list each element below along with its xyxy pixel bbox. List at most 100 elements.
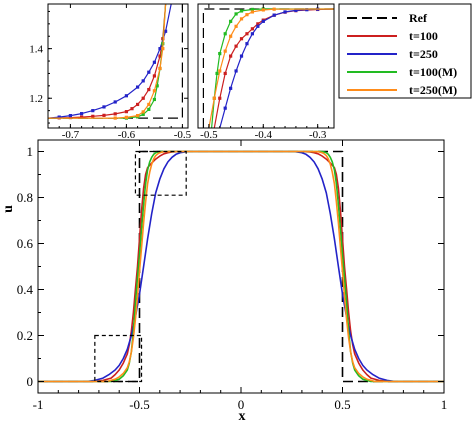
inset-plot-left: -0.7 -0.6 -0.5 1.2 1.4 (29, 3, 192, 141)
plot-frame (37, 139, 445, 394)
series-line-t=250(M) (48, 4, 167, 119)
series-layer (202, 7, 334, 128)
data-point-t=250(M) (141, 110, 145, 114)
series-line-Ref (38, 150, 444, 383)
data-point-t=100 (239, 37, 244, 41)
data-point-t=250 (91, 109, 95, 113)
series-line-t=100(M) (211, 8, 334, 128)
y-tick-label: 0.6 (17, 236, 34, 251)
data-point-t=250 (245, 42, 249, 46)
legend-label: t=250 (409, 47, 438, 61)
data-point-t=100(M) (234, 12, 238, 16)
data-point-t=250(M) (158, 66, 162, 71)
series-line-t=100 (38, 150, 444, 383)
zoom-box (94, 334, 143, 383)
series-line-t=250 (48, 4, 172, 119)
data-point-t=250(M) (113, 116, 117, 120)
data-point-t=100 (136, 102, 140, 107)
data-point-t=100 (152, 74, 156, 78)
data-point-t=250 (261, 19, 265, 23)
series-line-Ref (48, 4, 183, 119)
legend-label: t=100(M) (409, 65, 457, 79)
x-axis-label: x (239, 409, 246, 424)
x-tick-label: -0.4 (255, 129, 273, 141)
data-point-t=250 (124, 94, 128, 98)
data-point-t=250(M) (218, 69, 222, 73)
data-point-t=100(M) (239, 9, 244, 13)
data-point-t=250 (158, 47, 162, 51)
data-point-t=250 (136, 85, 140, 89)
y-axis-label: u (1, 205, 16, 213)
x-tick-label: -0.6 (118, 129, 136, 141)
plot-frame (197, 3, 335, 129)
data-point-t=100 (130, 107, 134, 111)
y-tick-label: 0 (27, 374, 34, 389)
data-point-t=250(M) (223, 49, 227, 53)
x-tick-label: -0.5 (200, 129, 218, 141)
data-point-t=100 (113, 112, 117, 116)
series-line-t=250 (38, 150, 444, 383)
data-point-t=100 (245, 32, 249, 36)
data-point-t=100 (80, 115, 84, 119)
data-point-t=100 (250, 27, 254, 31)
data-point-t=100 (256, 22, 260, 26)
data-point-t=250 (256, 24, 260, 28)
data-point-t=250 (294, 8, 298, 13)
data-point-t=250(M) (250, 10, 254, 14)
y-tick-label: 0.8 (17, 190, 33, 205)
data-point-t=250 (141, 79, 145, 83)
data-point-t=100 (124, 110, 128, 114)
data-point-t=250 (239, 54, 244, 58)
data-point-t=250 (234, 69, 238, 73)
y-tick-label: 1.2 (29, 93, 43, 105)
data-point-t=250(M) (147, 102, 151, 107)
data-point-t=100(M) (155, 84, 159, 88)
data-point-t=100 (234, 44, 238, 48)
series-line-t=250(M) (208, 8, 334, 128)
x-tick-label: 0.5 (334, 397, 350, 412)
data-point-t=100(M) (215, 71, 219, 76)
data-point-t=250(M) (245, 13, 249, 17)
data-point-t=100(M) (152, 97, 156, 102)
series-layer (38, 150, 444, 383)
x-tick-label: 1 (441, 397, 448, 412)
legend-label: Ref (409, 11, 428, 25)
data-point-t=250 (164, 29, 168, 33)
y-tick-label: 0.4 (17, 282, 34, 297)
inset-plot-right: -0.5 -0.4 -0.3 (197, 3, 335, 141)
data-point-t=250 (80, 112, 84, 116)
legend-label: t=250(M) (409, 83, 457, 97)
main-plot: -1 -0.5 0 0.5 1 0 0.2 0.4 0.6 0.8 1 (17, 139, 448, 412)
x-tick-label: 0 (238, 397, 245, 412)
series-line-t=100(M) (38, 150, 444, 383)
series-line-t=250(M) (38, 150, 444, 383)
data-point-t=100 (218, 96, 222, 100)
data-point-t=250 (68, 114, 72, 118)
data-point-t=250(M) (272, 7, 276, 11)
data-point-t=250(M) (261, 8, 265, 12)
series-line-t=100 (213, 8, 334, 128)
x-tick-label: -0.5 (174, 129, 192, 141)
data-point-t=250 (305, 8, 309, 12)
series-line-t=100(M) (48, 4, 167, 119)
data-point-t=100(M) (147, 107, 151, 111)
data-point-t=100 (102, 113, 106, 117)
data-point-t=250(M) (161, 47, 165, 51)
series-layer (48, 4, 183, 120)
plot-frame (47, 3, 189, 129)
data-point-t=250 (223, 106, 227, 110)
data-point-t=250(M) (124, 115, 128, 119)
y-tick-label: 1.4 (29, 43, 43, 55)
x-tick-label: -0.3 (309, 129, 327, 141)
x-tick-label: -0.7 (62, 129, 80, 141)
zoom-box (134, 150, 187, 196)
data-point-t=250 (152, 60, 156, 64)
legend-frame (338, 3, 472, 99)
y-tick-label: 0.2 (17, 328, 33, 343)
data-point-t=250(M) (152, 89, 156, 93)
data-point-t=100 (229, 54, 233, 58)
y-tick-label: 1 (27, 144, 34, 159)
data-point-t=100(M) (250, 7, 254, 12)
data-point-t=100(M) (229, 19, 233, 23)
